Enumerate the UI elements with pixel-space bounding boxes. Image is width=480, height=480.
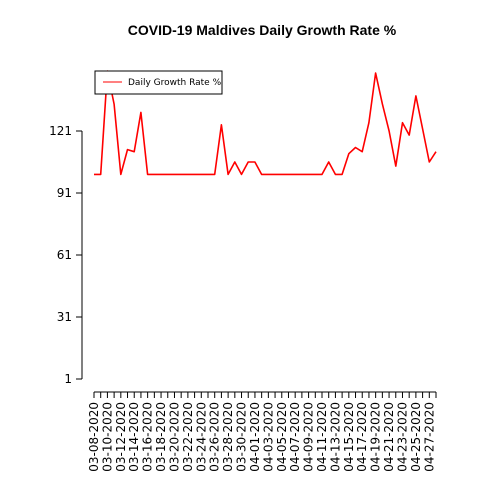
x-tick-label: 04-15-2020: [342, 402, 356, 472]
x-tick-label: 04-05-2020: [275, 402, 289, 472]
x-tick-label: 04-17-2020: [355, 402, 369, 472]
y-axis: 1 31 61 91 121: [49, 124, 82, 386]
y-tick-label: 91: [57, 186, 72, 200]
x-tick-label: 04-19-2020: [369, 402, 383, 472]
x-tick-label: 03-16-2020: [141, 402, 155, 472]
x-tick-label: 03-30-2020: [235, 402, 249, 472]
x-axis: 03-08-2020 03-10-2020 03-12-2020 03-14-2020…: [87, 392, 436, 472]
x-tick-label: 03-24-2020: [194, 402, 208, 472]
x-tick-label: 03-20-2020: [167, 402, 181, 472]
y-tick-label: 1: [64, 372, 72, 386]
legend: Daily Growth Rate %: [95, 71, 222, 94]
legend-label: Daily Growth Rate %: [128, 78, 222, 88]
x-tick-label: 04-03-2020: [261, 402, 275, 472]
x-tick-label: 03-10-2020: [100, 402, 114, 472]
chart-title: COVID-19 Maldives Daily Growth Rate %: [128, 22, 397, 38]
x-tick-label: 04-27-2020: [422, 402, 436, 472]
x-tick-label: 04-25-2020: [409, 402, 423, 472]
x-tick-label: 04-01-2020: [248, 402, 262, 472]
x-tick-label: 04-21-2020: [382, 402, 396, 472]
x-tick-label: 04-13-2020: [328, 402, 342, 472]
x-tick-label: 03-18-2020: [154, 402, 168, 472]
x-tick-label: 04-09-2020: [302, 402, 316, 472]
x-tick-label: 03-28-2020: [221, 402, 235, 472]
x-tick-label: 04-11-2020: [315, 402, 329, 472]
y-tick-label: 31: [57, 310, 72, 324]
x-tick-label: 04-07-2020: [288, 402, 302, 472]
y-tick-label: 61: [57, 248, 72, 262]
x-tick-label: 04-23-2020: [395, 402, 409, 472]
x-tick-label: 03-22-2020: [181, 402, 195, 472]
x-tick-label: 03-12-2020: [114, 402, 128, 472]
y-tick-label: 121: [49, 124, 72, 138]
x-tick-label: 03-14-2020: [127, 402, 141, 472]
x-tick-label: 03-08-2020: [87, 402, 101, 472]
x-tick-label: 03-26-2020: [208, 402, 222, 472]
